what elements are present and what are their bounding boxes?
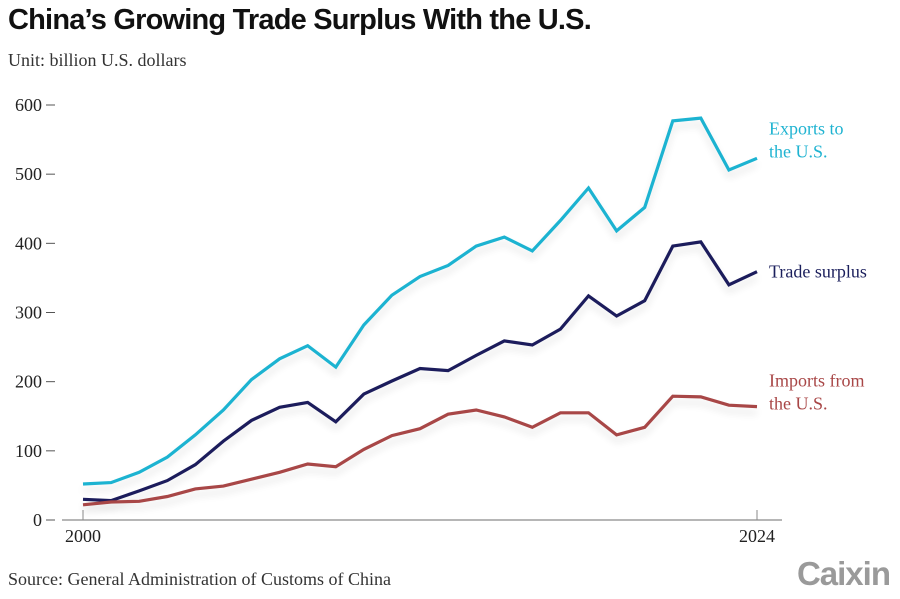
- series-line-exports-to-the-u-s: [82, 116, 758, 486]
- chart-subtitle: Unit: billion U.S. dollars: [8, 50, 187, 70]
- series-label-imports-from-the-u-s: Imports from the U.S.: [769, 371, 864, 414]
- y-tick-label: 0: [33, 510, 42, 530]
- y-tick-label: 300: [15, 303, 42, 323]
- series-line-imports-from-the-u-s: [82, 394, 758, 507]
- y-tick-label: 200: [15, 372, 42, 392]
- caixin-logo: Caixin: [796, 555, 891, 592]
- source-note: Source: General Administration of Custom…: [8, 569, 391, 589]
- series-label-trade-surplus: Trade surplus: [769, 262, 867, 282]
- y-tick-label: 100: [15, 441, 42, 461]
- y-axis: 0 100 200 300 400 500 600: [15, 95, 55, 530]
- x-tick-label: 2024: [739, 526, 775, 546]
- series-line-trade-surplus: [82, 240, 758, 503]
- series-labels: Exports to the U.S. Trade surplus Imports f…: [769, 118, 867, 413]
- x-tick-label: 2000: [65, 526, 101, 546]
- chart-title: China’s Growing Trade Surplus With the U…: [8, 4, 592, 36]
- series-label-exports-to-the-u-s: Exports to the U.S.: [769, 118, 844, 161]
- series-lines: [82, 116, 758, 507]
- x-axis: 2000 2024: [62, 510, 782, 546]
- y-tick-label: 600: [15, 95, 42, 115]
- y-tick-label: 500: [15, 164, 42, 184]
- y-tick-label: 400: [15, 233, 42, 253]
